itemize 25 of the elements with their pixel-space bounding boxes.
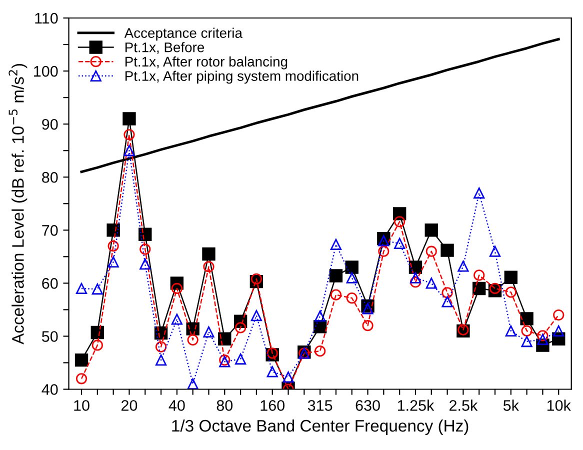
y-tick-label: 110 [35, 12, 58, 24]
x-tick-label: 630 [356, 400, 380, 411]
y-tick-label: 80 [42, 172, 58, 183]
y-axis-title: Acceleration Level (dB ref. 10$^{−5}$ m/s$^{2}$) [8, 64, 28, 344]
x-tick-label: 1.25k [398, 400, 434, 411]
x-tick-label: 80 [216, 400, 233, 411]
x-tick-label: 315 [308, 400, 332, 411]
y-tick-label: 90 [42, 118, 58, 130]
x-tick-label: 2.5k [450, 400, 478, 411]
legend-label: Pt.1x, After rotor balancing [125, 56, 288, 70]
y-tick-label: 50 [42, 331, 58, 342]
x-tick-label: 40 [168, 400, 185, 411]
x-tick-label: 10 [74, 400, 90, 411]
legend-label: Pt.1x, Before [125, 42, 204, 54]
x-tick-label: 10k [547, 400, 571, 411]
x-axis-title: 1/3 Octave Band Center Frequency (Hz) [172, 419, 468, 435]
x-tick-label: 5k [503, 400, 519, 411]
x-tick-label: 20 [122, 400, 138, 411]
legend-label: Pt.1x, After piping system modification [125, 70, 358, 84]
y-tick-label: 60 [42, 278, 58, 289]
x-tick-label: 160 [260, 400, 285, 411]
y-tick-label: 70 [42, 225, 58, 236]
legend-label: Acceptance criteria [124, 28, 242, 41]
y-tick-label: 100 [34, 66, 58, 77]
y-tick-label: 40 [42, 384, 58, 395]
